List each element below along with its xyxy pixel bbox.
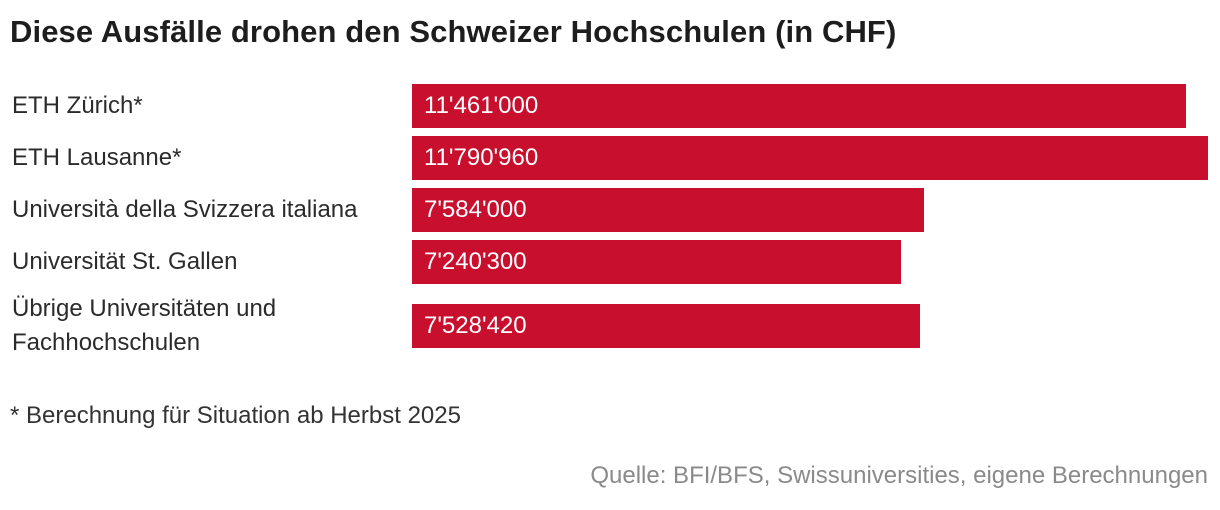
category-label: Universität St. Gallen <box>12 248 238 275</box>
bar-chart: ETH Zürich* 11'461'000 ETH Lausanne* 11'790… <box>12 84 1208 356</box>
bar: 7'584'000 <box>412 188 924 232</box>
source-note: Quelle: BFI/BFS, Swissuniversities, eige… <box>590 462 1208 489</box>
bar-value-label: 7'240'300 <box>424 248 527 275</box>
bar-value-label: 7'584'000 <box>424 196 527 223</box>
bar-value-label: 7'528'420 <box>424 312 527 339</box>
category-label: ETH Lausanne* <box>12 144 182 171</box>
bar: 7'240'300 <box>412 240 901 284</box>
footnote: * Berechnung für Situation ab Herbst 202… <box>10 402 461 429</box>
bar: 7'528'420 <box>412 304 921 348</box>
bar-value-label: 11'790'960 <box>424 144 539 171</box>
category-label: ETH Zürich* <box>12 92 143 119</box>
bar: 11'790'960 <box>412 136 1208 180</box>
bar: 11'461'000 <box>412 84 1186 128</box>
category-label: Übrige Universitäten und Fachhochschulen <box>12 295 277 356</box>
category-label: Università della Svizzera italiana <box>12 196 358 223</box>
bar-value-label: 11'461'000 <box>424 92 539 119</box>
chart-title: Diese Ausfälle drohen den Schweizer Hoch… <box>10 14 897 49</box>
